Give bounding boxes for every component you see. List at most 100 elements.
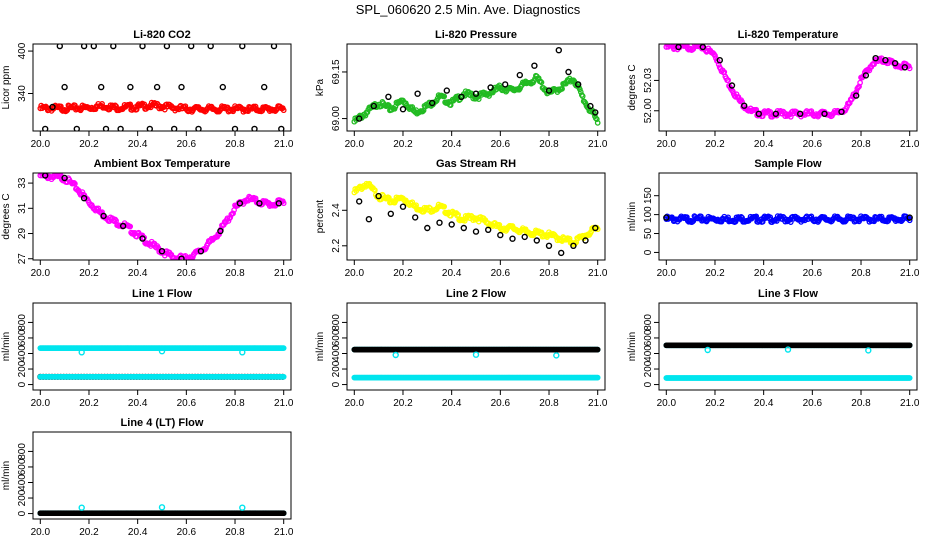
x-tick-label: 20.8 bbox=[225, 527, 245, 538]
x-tick-label: 20.8 bbox=[225, 268, 245, 279]
series-continuous bbox=[37, 99, 287, 115]
y-tick-label: 0 bbox=[643, 381, 654, 387]
y-axis-label: ml/min bbox=[1, 332, 12, 361]
x-tick-label: 20.2 bbox=[393, 268, 413, 279]
y-axis-label: ml/min bbox=[315, 332, 326, 361]
panel-title: Ambient Box Temperature bbox=[94, 158, 231, 170]
data-point bbox=[865, 347, 872, 354]
data-point bbox=[424, 224, 431, 232]
plot-frame bbox=[32, 43, 292, 132]
figure-title: SPL_060620 2.5 Min. Ave. Diagnostics bbox=[356, 2, 581, 17]
plot-frame bbox=[658, 302, 918, 391]
panel-title: Line 2 Flow bbox=[446, 288, 506, 300]
series-flow bbox=[37, 345, 287, 351]
data-point bbox=[538, 79, 545, 86]
y-axis-label: Licor ppm bbox=[1, 66, 12, 110]
x-tick-label: 20.6 bbox=[491, 398, 511, 409]
data-point bbox=[61, 174, 68, 182]
data-point bbox=[882, 57, 889, 64]
data-point bbox=[412, 214, 419, 221]
plot-frame bbox=[346, 172, 606, 261]
data-point bbox=[496, 222, 503, 228]
x-tick-label: 20.2 bbox=[705, 139, 725, 150]
data-point bbox=[738, 214, 745, 220]
data-point bbox=[230, 210, 236, 217]
data-point bbox=[399, 203, 407, 210]
data-point bbox=[848, 96, 855, 103]
data-point bbox=[728, 82, 736, 89]
y-tick-label: 400 bbox=[17, 42, 28, 59]
data-point bbox=[256, 200, 263, 207]
data-point bbox=[275, 200, 282, 207]
x-tick-label: 20.6 bbox=[491, 268, 511, 279]
x-tick-label: 20.0 bbox=[31, 139, 51, 150]
data-point bbox=[270, 44, 278, 50]
data-point bbox=[485, 226, 492, 234]
data-point bbox=[570, 242, 577, 250]
panel-title: Sample Flow bbox=[754, 158, 822, 170]
series-average bbox=[42, 44, 285, 131]
x-tick-label: 20.8 bbox=[851, 398, 871, 409]
data-point bbox=[906, 375, 913, 381]
y-axis-label: ml/min bbox=[627, 332, 638, 361]
x-tick-label: 20.2 bbox=[393, 139, 413, 150]
data-point bbox=[853, 92, 860, 99]
y-tick-label: 0 bbox=[17, 510, 28, 516]
x-tick-label: 20.0 bbox=[657, 398, 677, 409]
data-point bbox=[741, 102, 748, 109]
data-point bbox=[516, 71, 523, 79]
data-point bbox=[278, 125, 285, 131]
data-point bbox=[231, 125, 239, 131]
data-point bbox=[594, 120, 601, 126]
panel-title: Li-820 CO2 bbox=[133, 29, 190, 41]
y-tick-label: 800 bbox=[17, 443, 28, 460]
data-point bbox=[592, 224, 599, 232]
x-tick-label: 20.4 bbox=[442, 139, 462, 150]
data-point bbox=[475, 96, 482, 102]
y-tick-label: 0 bbox=[331, 381, 342, 387]
data-point bbox=[280, 510, 287, 517]
data-point bbox=[158, 348, 166, 355]
data-point bbox=[448, 221, 455, 228]
x-tick-label: 20.6 bbox=[177, 398, 197, 409]
data-point bbox=[102, 125, 110, 131]
data-point bbox=[392, 351, 399, 359]
data-point bbox=[443, 87, 450, 94]
data-point bbox=[755, 110, 762, 118]
x-tick-label: 20.6 bbox=[803, 398, 823, 409]
y-tick-label: 400 bbox=[331, 345, 342, 362]
series-continuous bbox=[663, 44, 913, 120]
data-point bbox=[575, 81, 582, 88]
x-tick-label: 20.4 bbox=[128, 398, 148, 409]
y-tick-label: 69.00 bbox=[331, 106, 342, 131]
data-point bbox=[127, 83, 134, 91]
y-axis-label: percent bbox=[315, 200, 326, 234]
data-point bbox=[73, 125, 80, 131]
x-tick-label: 20.2 bbox=[79, 139, 99, 150]
data-point bbox=[497, 231, 504, 239]
data-point bbox=[119, 222, 127, 230]
data-point bbox=[906, 217, 913, 224]
y-tick-label: 27 bbox=[17, 253, 28, 265]
data-point bbox=[559, 86, 565, 92]
data-point bbox=[579, 93, 586, 100]
data-point bbox=[239, 349, 246, 356]
data-point bbox=[385, 93, 392, 101]
series-line-average bbox=[351, 346, 601, 353]
y-tick-label: 200 bbox=[643, 360, 654, 377]
data-point bbox=[753, 213, 760, 220]
data-point bbox=[251, 125, 258, 131]
y-tick-label: 400 bbox=[17, 345, 28, 362]
data-point bbox=[158, 504, 166, 511]
data-point bbox=[370, 102, 377, 110]
data-point bbox=[509, 235, 516, 242]
y-tick-label: 69.15 bbox=[331, 59, 342, 84]
x-tick-label: 20.0 bbox=[345, 268, 365, 279]
panel-title: Gas Stream RH bbox=[436, 158, 516, 170]
data-point bbox=[78, 349, 85, 356]
data-point bbox=[531, 62, 538, 69]
data-point bbox=[906, 342, 913, 349]
